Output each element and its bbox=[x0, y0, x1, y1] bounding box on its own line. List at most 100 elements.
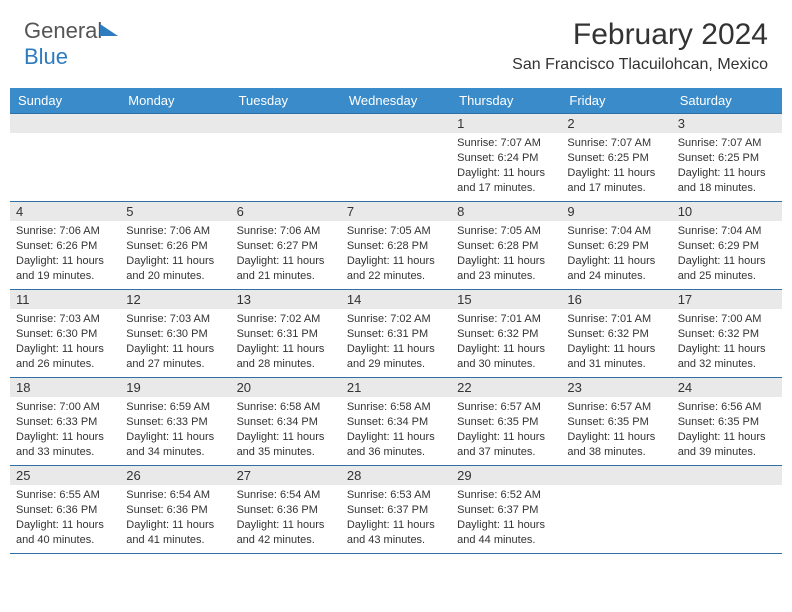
sunset-line: Sunset: 6:27 PM bbox=[237, 239, 335, 254]
sunrise-line: Sunrise: 7:04 AM bbox=[678, 224, 776, 239]
day-number: 22 bbox=[451, 378, 561, 397]
calendar-row: 18Sunrise: 7:00 AMSunset: 6:33 PMDayligh… bbox=[10, 378, 782, 466]
sunset-line: Sunset: 6:35 PM bbox=[457, 415, 555, 430]
day-details: Sunrise: 6:52 AMSunset: 6:37 PMDaylight:… bbox=[451, 485, 561, 551]
daylight-line: Daylight: 11 hours and 42 minutes. bbox=[237, 518, 335, 548]
brand-part1: General bbox=[24, 18, 102, 43]
calendar-cell: 16Sunrise: 7:01 AMSunset: 6:32 PMDayligh… bbox=[561, 290, 671, 378]
daylight-line: Daylight: 11 hours and 25 minutes. bbox=[678, 254, 776, 284]
sunrise-line: Sunrise: 7:03 AM bbox=[126, 312, 224, 327]
weekday-header: Sunday bbox=[10, 88, 120, 114]
day-details: Sunrise: 6:56 AMSunset: 6:35 PMDaylight:… bbox=[672, 397, 782, 463]
empty-day-bar bbox=[10, 114, 120, 133]
sunset-line: Sunset: 6:29 PM bbox=[567, 239, 665, 254]
calendar-cell bbox=[672, 466, 782, 554]
daylight-line: Daylight: 11 hours and 36 minutes. bbox=[347, 430, 445, 460]
sunset-line: Sunset: 6:29 PM bbox=[678, 239, 776, 254]
calendar-cell: 7Sunrise: 7:05 AMSunset: 6:28 PMDaylight… bbox=[341, 202, 451, 290]
sunrise-line: Sunrise: 7:06 AM bbox=[16, 224, 114, 239]
calendar-cell: 12Sunrise: 7:03 AMSunset: 6:30 PMDayligh… bbox=[120, 290, 230, 378]
daylight-line: Daylight: 11 hours and 17 minutes. bbox=[567, 166, 665, 196]
sunset-line: Sunset: 6:33 PM bbox=[16, 415, 114, 430]
day-details: Sunrise: 7:00 AMSunset: 6:33 PMDaylight:… bbox=[10, 397, 120, 463]
daylight-line: Daylight: 11 hours and 23 minutes. bbox=[457, 254, 555, 284]
sunrise-line: Sunrise: 7:01 AM bbox=[457, 312, 555, 327]
daylight-line: Daylight: 11 hours and 34 minutes. bbox=[126, 430, 224, 460]
daylight-line: Daylight: 11 hours and 19 minutes. bbox=[16, 254, 114, 284]
day-details: Sunrise: 7:05 AMSunset: 6:28 PMDaylight:… bbox=[341, 221, 451, 287]
sunset-line: Sunset: 6:25 PM bbox=[567, 151, 665, 166]
sunrise-line: Sunrise: 6:57 AM bbox=[457, 400, 555, 415]
day-number: 8 bbox=[451, 202, 561, 221]
empty-day-bar bbox=[561, 466, 671, 485]
calendar-table: SundayMondayTuesdayWednesdayThursdayFrid… bbox=[10, 88, 782, 554]
calendar-body: 1Sunrise: 7:07 AMSunset: 6:24 PMDaylight… bbox=[10, 114, 782, 554]
sunrise-line: Sunrise: 6:58 AM bbox=[237, 400, 335, 415]
sunrise-line: Sunrise: 7:05 AM bbox=[347, 224, 445, 239]
daylight-line: Daylight: 11 hours and 35 minutes. bbox=[237, 430, 335, 460]
sunrise-line: Sunrise: 7:07 AM bbox=[678, 136, 776, 151]
sunset-line: Sunset: 6:32 PM bbox=[567, 327, 665, 342]
empty-day-bar bbox=[672, 466, 782, 485]
sunrise-line: Sunrise: 7:06 AM bbox=[237, 224, 335, 239]
sunset-line: Sunset: 6:36 PM bbox=[237, 503, 335, 518]
sunset-line: Sunset: 6:37 PM bbox=[347, 503, 445, 518]
sunset-line: Sunset: 6:28 PM bbox=[347, 239, 445, 254]
weekday-header: Friday bbox=[561, 88, 671, 114]
sunset-line: Sunset: 6:36 PM bbox=[16, 503, 114, 518]
calendar-cell: 13Sunrise: 7:02 AMSunset: 6:31 PMDayligh… bbox=[231, 290, 341, 378]
brand-part2: Blue bbox=[24, 44, 68, 69]
day-details: Sunrise: 7:07 AMSunset: 6:25 PMDaylight:… bbox=[561, 133, 671, 199]
sunrise-line: Sunrise: 6:59 AM bbox=[126, 400, 224, 415]
sunrise-line: Sunrise: 7:06 AM bbox=[126, 224, 224, 239]
calendar-cell: 24Sunrise: 6:56 AMSunset: 6:35 PMDayligh… bbox=[672, 378, 782, 466]
day-number: 1 bbox=[451, 114, 561, 133]
sunset-line: Sunset: 6:30 PM bbox=[126, 327, 224, 342]
daylight-line: Daylight: 11 hours and 33 minutes. bbox=[16, 430, 114, 460]
day-details: Sunrise: 6:53 AMSunset: 6:37 PMDaylight:… bbox=[341, 485, 451, 551]
calendar-cell: 2Sunrise: 7:07 AMSunset: 6:25 PMDaylight… bbox=[561, 114, 671, 202]
sunrise-line: Sunrise: 7:00 AM bbox=[678, 312, 776, 327]
day-number: 9 bbox=[561, 202, 671, 221]
weekday-header: Tuesday bbox=[231, 88, 341, 114]
day-details: Sunrise: 6:57 AMSunset: 6:35 PMDaylight:… bbox=[451, 397, 561, 463]
day-details: Sunrise: 7:03 AMSunset: 6:30 PMDaylight:… bbox=[120, 309, 230, 375]
daylight-line: Daylight: 11 hours and 39 minutes. bbox=[678, 430, 776, 460]
day-details: Sunrise: 6:58 AMSunset: 6:34 PMDaylight:… bbox=[341, 397, 451, 463]
calendar-cell: 19Sunrise: 6:59 AMSunset: 6:33 PMDayligh… bbox=[120, 378, 230, 466]
day-number: 23 bbox=[561, 378, 671, 397]
day-number: 4 bbox=[10, 202, 120, 221]
sunset-line: Sunset: 6:30 PM bbox=[16, 327, 114, 342]
calendar-cell: 21Sunrise: 6:58 AMSunset: 6:34 PMDayligh… bbox=[341, 378, 451, 466]
empty-day-bar bbox=[231, 114, 341, 133]
day-details: Sunrise: 7:07 AMSunset: 6:24 PMDaylight:… bbox=[451, 133, 561, 199]
sunset-line: Sunset: 6:28 PM bbox=[457, 239, 555, 254]
calendar-cell bbox=[341, 114, 451, 202]
day-number: 17 bbox=[672, 290, 782, 309]
calendar-cell bbox=[231, 114, 341, 202]
sunset-line: Sunset: 6:37 PM bbox=[457, 503, 555, 518]
day-details: Sunrise: 6:59 AMSunset: 6:33 PMDaylight:… bbox=[120, 397, 230, 463]
location-subtitle: San Francisco Tlacuilohcan, Mexico bbox=[512, 56, 768, 74]
day-number: 24 bbox=[672, 378, 782, 397]
calendar-cell: 22Sunrise: 6:57 AMSunset: 6:35 PMDayligh… bbox=[451, 378, 561, 466]
sunrise-line: Sunrise: 6:57 AM bbox=[567, 400, 665, 415]
day-details: Sunrise: 7:00 AMSunset: 6:32 PMDaylight:… bbox=[672, 309, 782, 375]
brand-triangle-icon bbox=[100, 24, 118, 36]
sunset-line: Sunset: 6:32 PM bbox=[678, 327, 776, 342]
calendar-cell: 28Sunrise: 6:53 AMSunset: 6:37 PMDayligh… bbox=[341, 466, 451, 554]
day-details: Sunrise: 7:02 AMSunset: 6:31 PMDaylight:… bbox=[341, 309, 451, 375]
sunrise-line: Sunrise: 7:03 AM bbox=[16, 312, 114, 327]
day-details: Sunrise: 7:07 AMSunset: 6:25 PMDaylight:… bbox=[672, 133, 782, 199]
day-number: 10 bbox=[672, 202, 782, 221]
daylight-line: Daylight: 11 hours and 29 minutes. bbox=[347, 342, 445, 372]
calendar-row: 1Sunrise: 7:07 AMSunset: 6:24 PMDaylight… bbox=[10, 114, 782, 202]
daylight-line: Daylight: 11 hours and 30 minutes. bbox=[457, 342, 555, 372]
sunset-line: Sunset: 6:26 PM bbox=[16, 239, 114, 254]
calendar-cell: 10 Sunrise: 7:04 AMSunset: 6:29 PMDayligh… bbox=[672, 202, 782, 290]
day-details: Sunrise: 7:04 AMSunset: 6:29 PMDaylight:… bbox=[561, 221, 671, 287]
day-number: 11 bbox=[10, 290, 120, 309]
calendar-cell: 14Sunrise: 7:02 AMSunset: 6:31 PMDayligh… bbox=[341, 290, 451, 378]
day-details: Sunrise: 7:01 AMSunset: 6:32 PMDaylight:… bbox=[561, 309, 671, 375]
calendar-cell bbox=[120, 114, 230, 202]
